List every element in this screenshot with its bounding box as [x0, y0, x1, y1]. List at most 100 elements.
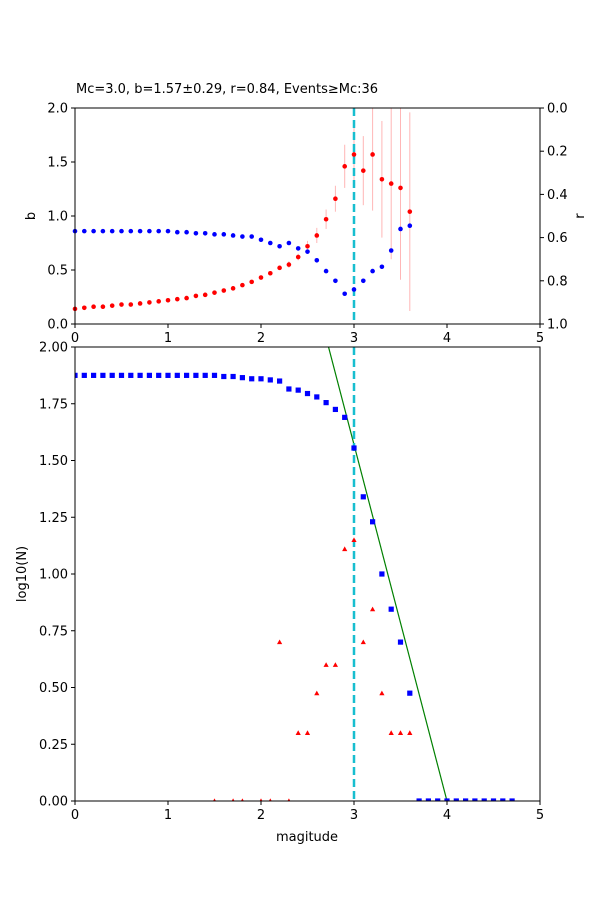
r-point — [202, 230, 208, 236]
b-point — [351, 152, 357, 157]
r-point — [286, 240, 292, 246]
cumulative-points — [75, 372, 515, 801]
b-point — [295, 254, 301, 260]
cumulative-point — [100, 372, 106, 378]
y-tick-label: 0.0 — [47, 318, 68, 333]
cumulative-point — [137, 372, 143, 378]
cumulative-point — [230, 373, 236, 380]
cumulative-point — [379, 571, 385, 577]
y-tick-label: 2.00 — [39, 341, 68, 356]
r-point — [109, 228, 115, 234]
cumulative-point — [351, 445, 357, 451]
r-point — [314, 257, 320, 263]
b-point — [165, 297, 171, 303]
r-point — [82, 228, 87, 234]
b-point — [379, 176, 385, 182]
cumulative-point — [109, 372, 115, 378]
r-point — [379, 264, 385, 270]
cumulative-point — [425, 798, 431, 801]
top-y2-ticks: 0.0 0.2 0.4 0.6 0.8 1.0 — [540, 102, 568, 333]
y-tick-label: 0.00 — [39, 795, 68, 810]
y2-tick-label: 0.2 — [547, 145, 568, 160]
incremental-point — [388, 730, 394, 735]
cumulative-point — [221, 373, 227, 380]
r-point — [137, 228, 143, 234]
y-tick-label: 2.0 — [47, 102, 68, 117]
b-point — [212, 290, 217, 295]
cumulative-point — [277, 378, 283, 384]
b-point — [388, 181, 394, 186]
cumulative-point — [81, 372, 87, 378]
b-point — [147, 300, 152, 305]
y2-tick-label: 0.0 — [547, 102, 568, 117]
r-point — [342, 291, 348, 297]
x-tick-label: 4 — [443, 808, 451, 823]
b-point — [128, 302, 134, 307]
r-point — [230, 233, 236, 238]
top-y-axis-label: b — [24, 212, 39, 220]
b-point — [82, 305, 87, 311]
cumulative-point — [370, 519, 376, 525]
cumulative-point — [416, 798, 422, 801]
r-point — [100, 228, 106, 234]
b-point — [361, 168, 366, 173]
r-point — [258, 237, 264, 243]
cumulative-point — [444, 798, 450, 801]
cumulative-point — [128, 372, 134, 378]
r-point — [221, 232, 227, 237]
x-tick-label: 2 — [257, 331, 265, 346]
b-point — [202, 292, 208, 298]
y-tick-label: 0.75 — [39, 624, 68, 639]
incremental-point — [213, 798, 216, 801]
incremental-point — [287, 798, 291, 801]
cumulative-point — [481, 798, 487, 801]
y2-tick-label: 0.8 — [547, 274, 568, 289]
incremental-point — [295, 730, 301, 735]
incremental-point — [407, 730, 413, 735]
top-y-ticks: 0.0 0.5 1.0 1.5 2.0 — [47, 102, 75, 333]
x-tick-label: 1 — [164, 808, 172, 823]
r-point — [333, 278, 338, 284]
bottom-y-axis-label: log10(N) — [15, 546, 30, 602]
incremental-point — [304, 730, 311, 735]
cumulative-point — [75, 372, 78, 378]
x-tick-label: 4 — [443, 331, 451, 346]
top-axes-frame — [74, 107, 541, 325]
r-point — [212, 232, 217, 237]
b-point — [193, 293, 199, 299]
b-point — [91, 304, 96, 310]
x-tick-label: 5 — [536, 808, 544, 823]
y-tick-label: 1.25 — [39, 511, 68, 526]
x-tick-label: 2 — [257, 808, 265, 823]
cumulative-point — [91, 372, 97, 378]
b-point — [314, 233, 320, 238]
b-point — [268, 270, 273, 276]
b-point — [100, 304, 106, 310]
cumulative-point — [453, 798, 459, 801]
cumulative-point — [193, 372, 199, 378]
b-point — [156, 299, 161, 304]
b-point — [333, 196, 338, 202]
cumulative-point — [146, 372, 152, 378]
r-point — [268, 240, 273, 246]
incremental-point — [379, 690, 385, 696]
top-y2-axis-label: r — [573, 213, 588, 219]
incremental-point — [268, 798, 272, 801]
incremental-point — [240, 798, 244, 801]
cumulative-point — [184, 372, 190, 378]
bottom-x-ticks: 0 1 2 3 4 5 — [71, 801, 544, 823]
b-point — [407, 209, 413, 214]
r-point — [277, 243, 282, 249]
b-value-points — [72, 152, 413, 312]
b-point — [323, 216, 329, 222]
cumulative-point — [314, 394, 320, 400]
r-point — [249, 234, 254, 239]
r-point — [156, 228, 161, 234]
b-point — [221, 288, 227, 293]
y-tick-label: 0.25 — [39, 738, 68, 753]
cumulative-point — [397, 639, 404, 645]
cumulative-point — [388, 606, 394, 612]
x-tick-label: 3 — [350, 331, 358, 346]
cumulative-point — [332, 406, 338, 413]
